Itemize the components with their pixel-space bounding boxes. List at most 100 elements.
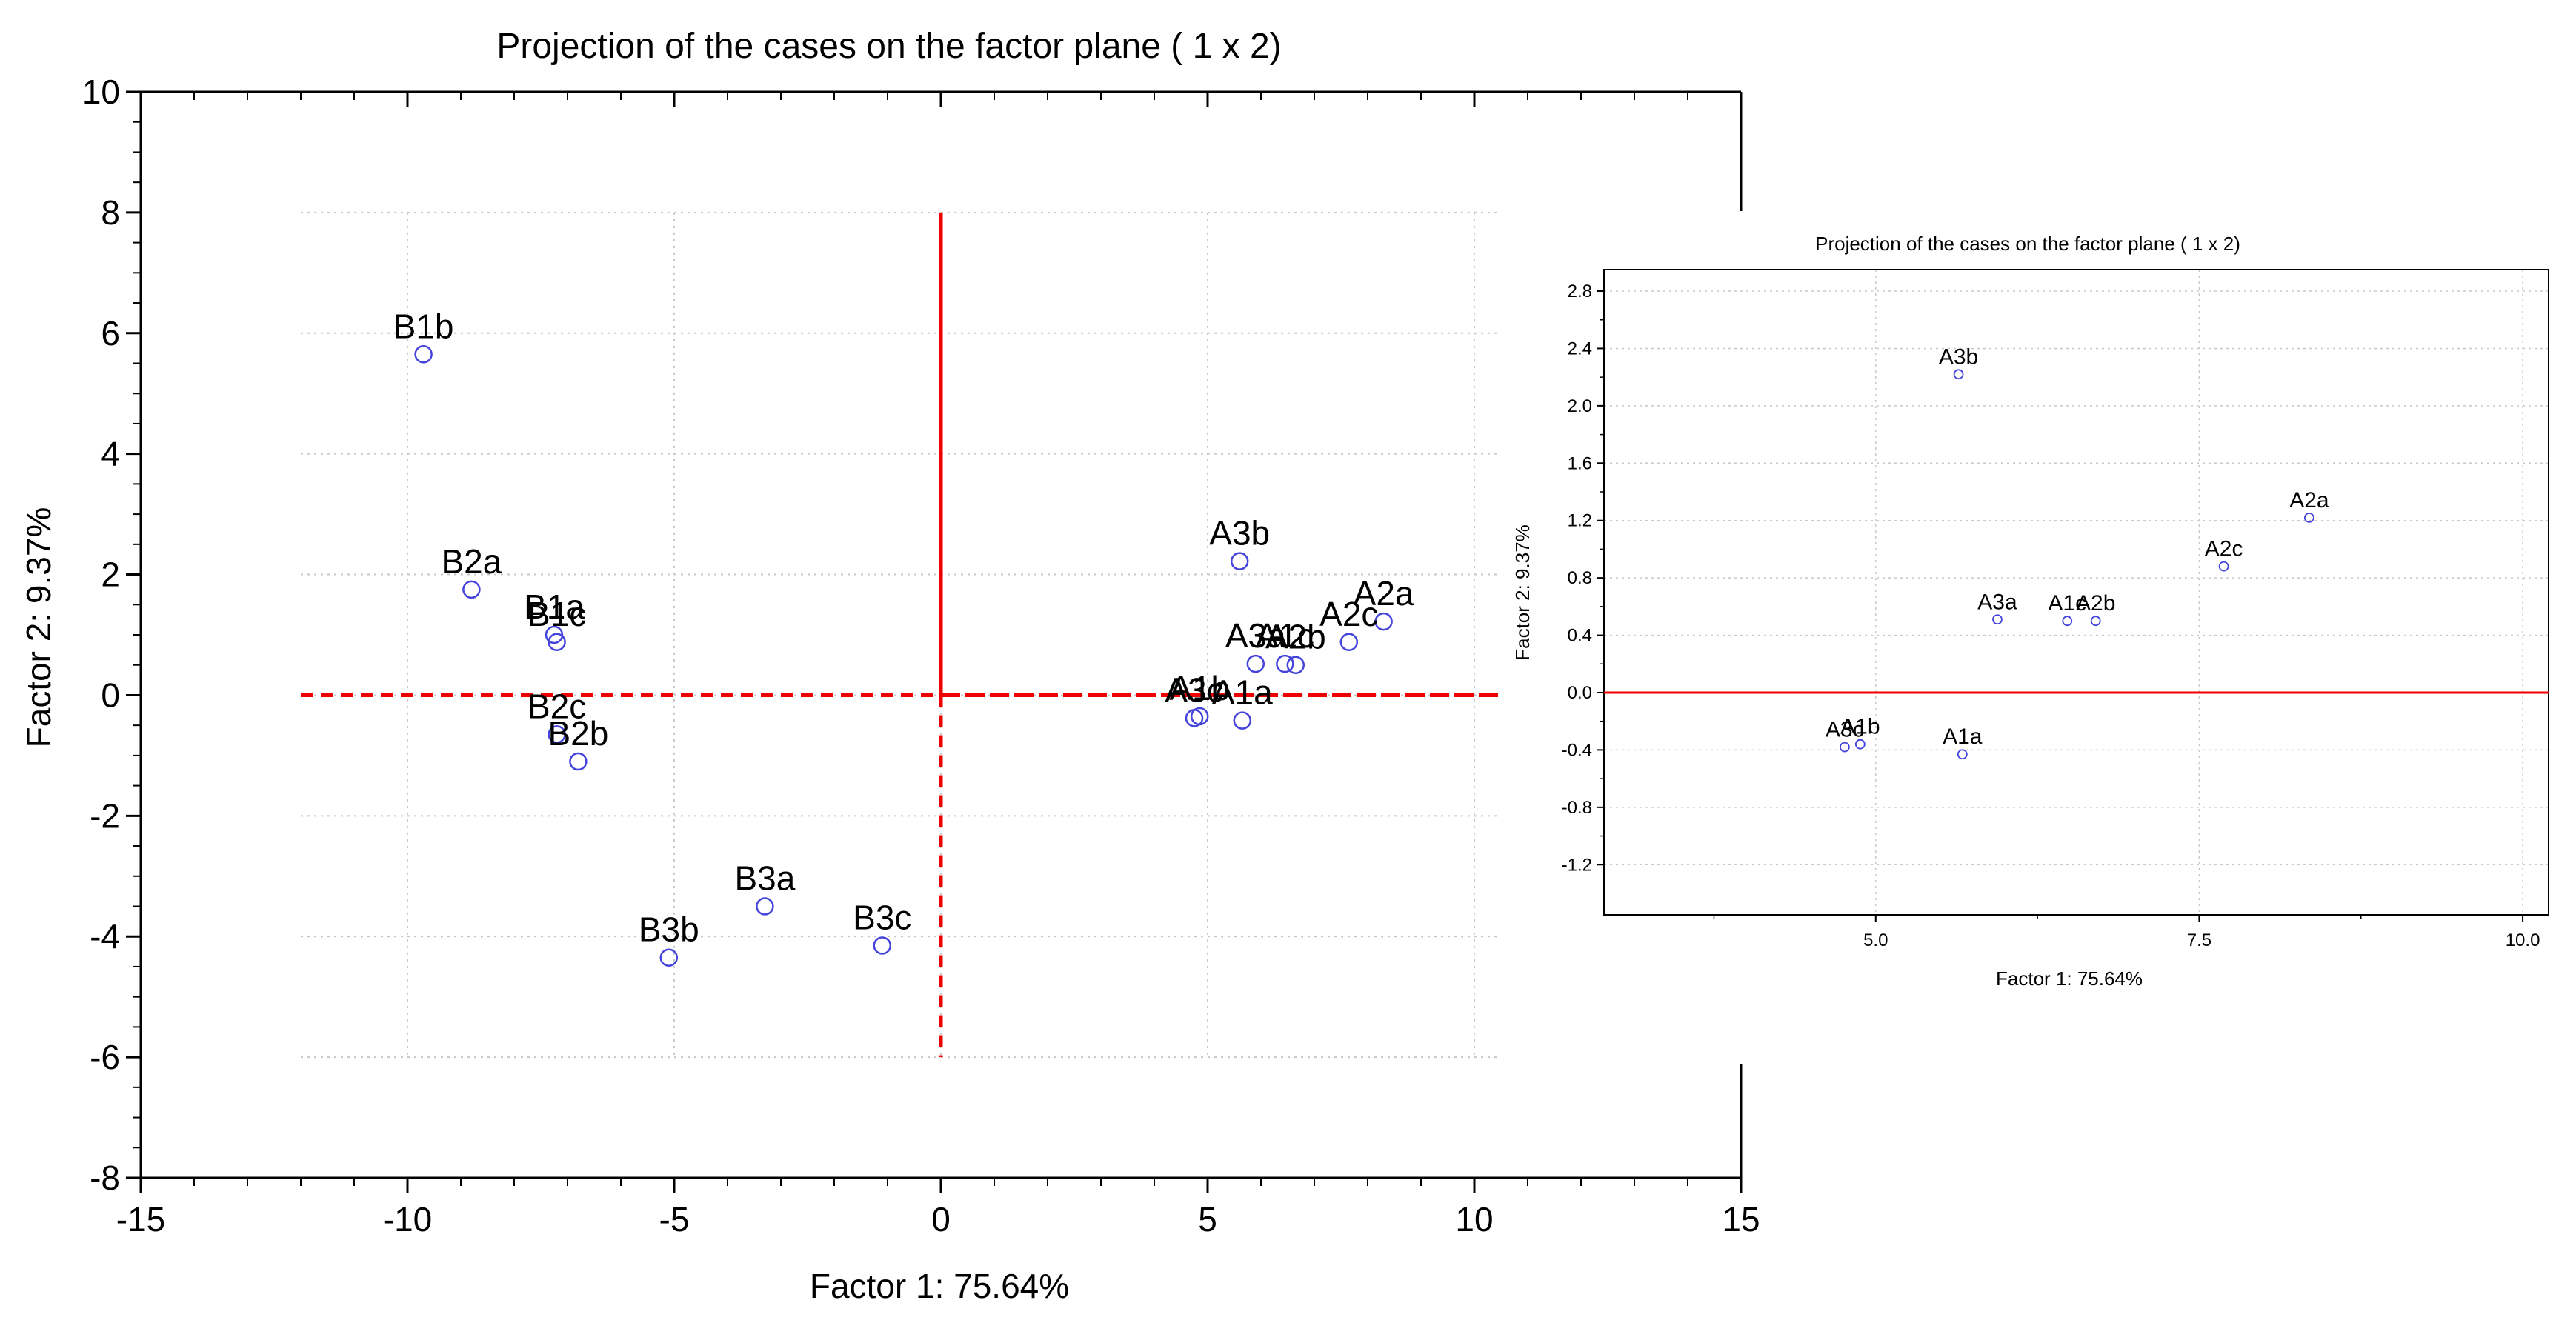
main-x-tick-label: 5 [1198,1200,1217,1239]
inset-point-A1c [2062,616,2073,627]
main-point-A2b [1286,656,1305,674]
inset-point-A3b [1953,369,1964,380]
main-point-label-A2a: A2a [1354,574,1414,613]
main-point-label-A2c: A2c [1319,595,1378,633]
inset-point-label-A3b: A3b [1939,344,1978,369]
inset-y-tick-label: 0.0 [1568,683,1592,703]
inset-y-tick-label: 2.4 [1568,339,1592,359]
main-point-A3b [1230,552,1249,570]
main-point-label-B2a: B2a [441,542,502,581]
main-point-label-B3c: B3c [853,898,911,936]
main-point-label-B1c: B1c [527,595,586,633]
main-y-tick-label: 0 [101,676,120,714]
main-point-label-A3a: A3a [1225,616,1286,655]
inset-point-label-A1c: A1c [2048,591,2086,616]
main-point-label-A1c: A1c [1256,616,1314,655]
main-point-B2b [569,752,588,771]
main-point-B3b [659,948,679,967]
inset-x-tick-label: 10.0 [2506,930,2540,950]
main-chart-title: Projection of the cases on the factor pl… [496,27,1281,66]
inset-point-label-A3c: A3c [1826,718,1864,742]
main-y-axis-label: Factor 2: 9.37% [19,507,58,748]
inset-y-tick-label: -0.4 [1562,740,1592,760]
main-point-label-B3b: B3b [639,910,699,949]
main-point-B1b [414,345,433,364]
inset-chart: Projection of the cases on the factor pl… [1502,216,2565,1064]
main-x-tick-label: 15 [1722,1200,1760,1239]
main-point-B2c [548,725,566,744]
inset-y-tick-label: 2.0 [1568,396,1592,416]
inset-chart-title: Projection of the cases on the factor pl… [1815,233,2240,255]
main-reference-lines [301,212,1501,1058]
main-point-label-A2b: A2b [1265,618,1326,656]
inset-point-A3c [1839,742,1850,753]
main-point-A2a [1374,612,1393,631]
main-y-tick-label: 4 [101,435,120,473]
inset-y-tick-label: 2.8 [1568,281,1592,301]
inset-axis-ticks: 5.0 7.5 10.0 -1.2 -0.8 -0.4 0.0 0.4 0.8 1.2 1.6 2.0… [1562,281,2540,950]
main-point-label-B1a: B1a [524,587,585,626]
main-point-label-A3c: A3c [1165,670,1223,709]
inset-point-label-A2a: A2a [2289,488,2329,513]
inset-point-A3a [1992,614,2003,625]
main-y-tick-label: -6 [90,1038,120,1076]
main-point-A1a [1233,711,1252,730]
main-y-tick-label: 10 [82,73,120,111]
main-axis-ticks: -15 -10 -5 0 5 10 15 -8 -6 -4 -2 0 2 4 6 8 10 [82,73,1760,1239]
main-chart: Projection of the cases on the factor pl… [19,27,1760,1305]
inset-point-A2b [2090,616,2101,627]
inset-y-tick-label: -1.2 [1562,855,1592,875]
main-point-label-B2c: B2c [527,687,586,725]
inset-y-tick-label: -0.8 [1562,798,1592,818]
main-x-tick-label: -15 [116,1200,165,1239]
main-point-label-A1b: A1b [1169,669,1230,707]
main-point-B1a [545,625,564,644]
inset-point-A2a [2303,512,2314,523]
inset-x-tick-label: 5.0 [1863,930,1888,950]
inset-point-label-A2b: A2b [2076,591,2115,616]
main-x-tick-label: 0 [931,1200,951,1239]
main-point-label-A3b: A3b [1209,514,1270,553]
inset-background [1502,216,2565,1064]
inset-plot-frame [1603,269,2549,916]
inset-x-tick-label: 7.5 [2187,930,2211,950]
main-point-A2c [1339,633,1359,652]
inset-x-axis-label: Factor 1: 75.64% [1996,967,2143,990]
main-y-tick-label: 2 [101,556,120,594]
main-x-axis-label: Factor 1: 75.64% [810,1267,1069,1305]
inset-y-tick-label: 1.6 [1568,453,1592,473]
main-point-A3c [1185,709,1204,727]
main-point-label-B3a: B3a [734,859,795,898]
main-point-A3a [1246,654,1265,673]
inset-point-A1a [1957,749,1968,760]
main-y-tick-label: -4 [90,917,120,956]
inset-gridlines [1604,270,2549,915]
inset-frame-box [1603,269,2549,916]
inset-point-A2c [2218,561,2229,572]
main-point-label-A1a: A1a [1212,673,1273,712]
main-x-tick-label: -10 [383,1200,432,1239]
main-y-tick-label: 6 [101,314,120,353]
main-y-tick-label: -2 [90,796,120,835]
main-point-label-B1b: B1b [393,307,454,345]
main-x-tick-label: 10 [1455,1200,1493,1239]
inset-y-tick-label: 0.8 [1568,568,1592,588]
inset-y-tick-label: 1.2 [1568,511,1592,531]
inset-point-label-A1a: A1a [1943,724,1983,749]
main-point-B1c [548,633,566,652]
inset-point-label-A3a: A3a [1977,590,2017,614]
inset-point-label-A2c: A2c [2205,537,2243,561]
main-y-tick-label: 8 [101,193,120,232]
main-point-label-B2b: B2b [548,714,608,753]
inset-y-axis-label: Factor 2: 9.37% [1511,524,1534,661]
main-point-B3c [873,936,892,955]
inset-point-A1b [1854,739,1866,750]
main-point-A1c [1276,654,1294,673]
main-y-tick-label: -8 [90,1159,120,1197]
inset-y-tick-label: 0.4 [1568,626,1592,646]
inset-point-label-A1b: A1b [1840,715,1880,739]
main-x-tick-label: -5 [659,1200,690,1239]
